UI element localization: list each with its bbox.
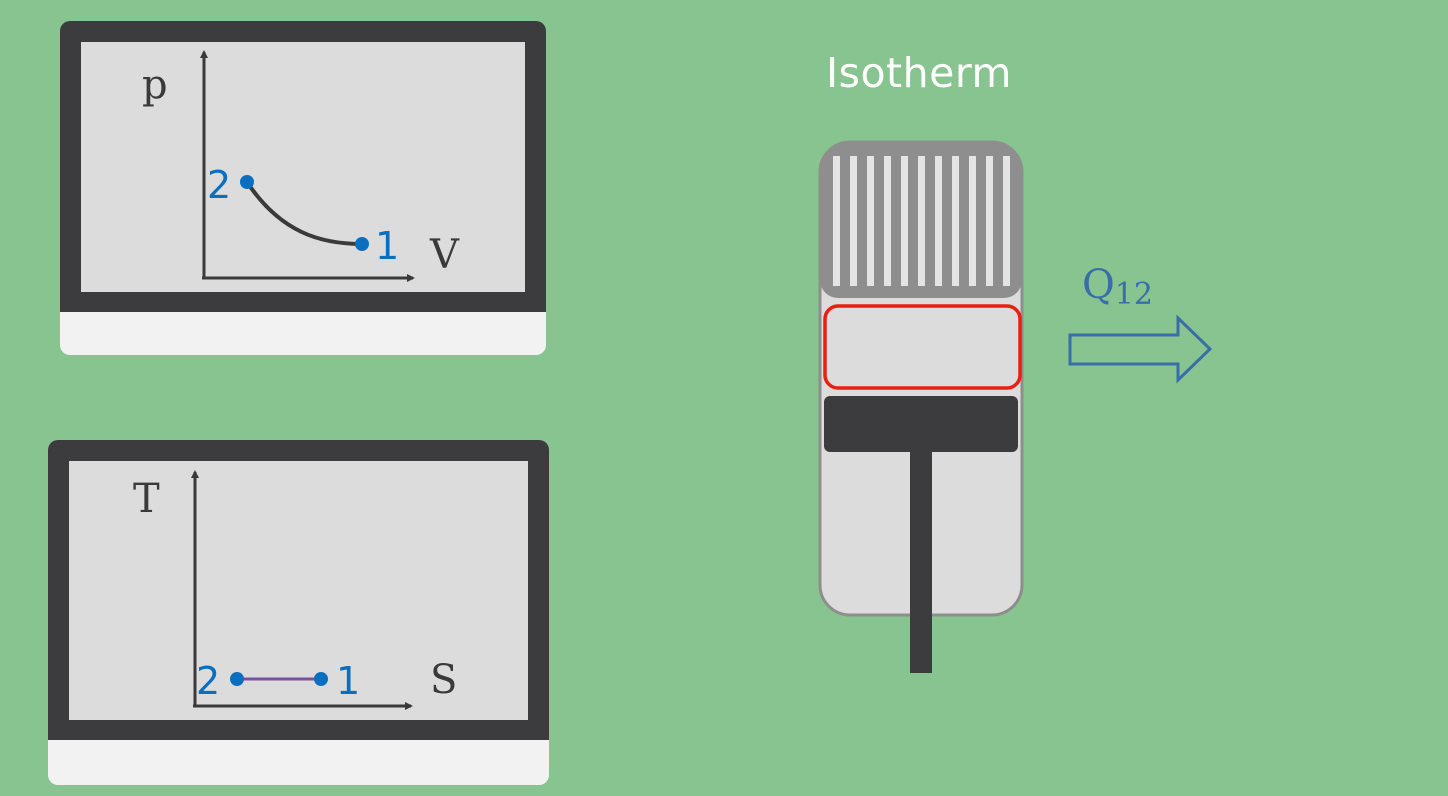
ts-x-axis-label: S [430, 657, 457, 703]
ts-diagram: T S 2 1 [133, 470, 457, 710]
heat-label: Q12 [1082, 262, 1153, 312]
piston-head [824, 396, 1018, 452]
piston-rod [910, 440, 932, 673]
pv-point-2-label: 2 [207, 163, 231, 207]
pv-point-1 [355, 237, 369, 251]
ts-point-2 [230, 672, 244, 686]
pv-point-2 [240, 175, 254, 189]
cooling-fins [833, 156, 1010, 286]
monitor-screen [81, 42, 525, 292]
monitor-frame [48, 440, 549, 740]
pv-isotherm-curve [245, 180, 363, 246]
ts-point-2-label: 2 [196, 659, 220, 703]
monitor-screen [69, 461, 528, 720]
monitor-stand [60, 312, 546, 355]
pv-diagram-monitor [60, 21, 546, 355]
cylinder-assembly [818, 140, 1024, 673]
heat-out-arrow-icon [1068, 314, 1213, 384]
ts-y-axis-label: T [133, 476, 160, 522]
monitor-frame [60, 21, 546, 312]
monitor-stand [48, 740, 549, 785]
heat-flow: Q12 [1068, 262, 1213, 384]
pv-diagram: p V 2 1 [142, 50, 460, 282]
pv-x-axis-label: V [429, 232, 460, 278]
pv-y-axis-label: p [142, 62, 168, 108]
gas-chamber [823, 304, 1022, 390]
heat-symbol: Q [1082, 262, 1115, 308]
ts-point-1 [314, 672, 328, 686]
ts-point-1-label: 1 [336, 659, 360, 703]
heat-subscript: 12 [1115, 277, 1153, 312]
process-title: Isotherm [826, 49, 1012, 97]
ts-diagram-monitor [48, 440, 549, 785]
pv-point-1-label: 1 [375, 224, 399, 268]
